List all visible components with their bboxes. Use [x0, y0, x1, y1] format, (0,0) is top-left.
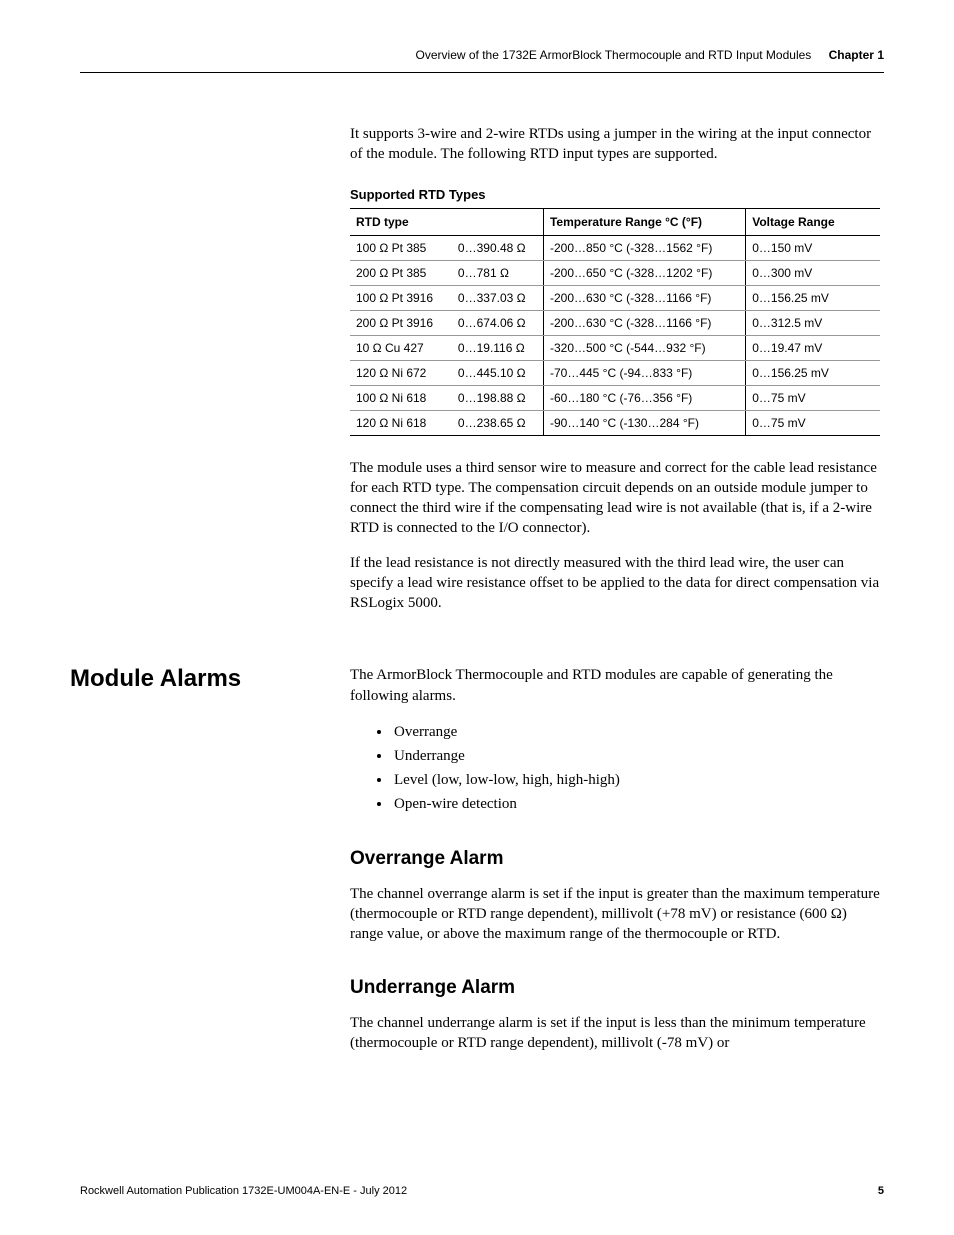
- table-row: 200 Ω Pt 3850…781 Ω-200…650 °C (-328…120…: [350, 260, 880, 285]
- running-title: Overview of the 1732E ArmorBlock Thermoc…: [416, 48, 812, 62]
- subheading-underrange: Underrange Alarm: [350, 977, 880, 999]
- cell-ohms: 0…337.03 Ω: [452, 285, 544, 310]
- cell-temp: -60…180 °C (-76…356 °F): [543, 385, 745, 410]
- col-header-temp: Temperature Range °C (°F): [543, 208, 745, 235]
- cell-rtd-type: 200 Ω Pt 3916: [350, 310, 452, 335]
- table-row: 100 Ω Ni 6180…198.88 Ω-60…180 °C (-76…35…: [350, 385, 880, 410]
- table-title: Supported RTD Types: [350, 187, 880, 202]
- cell-temp: -200…630 °C (-328…1166 °F): [543, 285, 745, 310]
- table-header-row: RTD type Temperature Range °C (°F) Volta…: [350, 208, 880, 235]
- section-heading: Module Alarms: [70, 665, 350, 694]
- cell-volt: 0…75 mV: [746, 385, 880, 410]
- cell-rtd-type: 200 Ω Pt 385: [350, 260, 452, 285]
- cell-ohms: 0…445.10 Ω: [452, 360, 544, 385]
- table-row: 120 Ω Ni 6180…238.65 Ω-90…140 °C (-130…2…: [350, 410, 880, 435]
- module-alarms-section: Module Alarms The ArmorBlock Thermocoupl…: [70, 665, 884, 1067]
- cell-temp: -90…140 °C (-130…284 °F): [543, 410, 745, 435]
- list-item: Open-wire detection: [392, 792, 880, 816]
- cell-ohms: 0…238.65 Ω: [452, 410, 544, 435]
- header-rule: [80, 72, 884, 73]
- cell-ohms: 0…19.116 Ω: [452, 335, 544, 360]
- page: Overview of the 1732E ArmorBlock Thermoc…: [0, 0, 954, 1235]
- table-row: 100 Ω Pt 39160…337.03 Ω-200…630 °C (-328…: [350, 285, 880, 310]
- cell-rtd-type: 100 Ω Pt 385: [350, 235, 452, 260]
- list-item: Overrange: [392, 720, 880, 744]
- table-row: 120 Ω Ni 6720…445.10 Ω-70…445 °C (-94…83…: [350, 360, 880, 385]
- cell-temp: -70…445 °C (-94…833 °F): [543, 360, 745, 385]
- intro-paragraph: It supports 3-wire and 2-wire RTDs using…: [350, 124, 880, 165]
- list-item: Underrange: [392, 744, 880, 768]
- cell-rtd-type: 100 Ω Pt 3916: [350, 285, 452, 310]
- cell-volt: 0…75 mV: [746, 410, 880, 435]
- list-item: Level (low, low-low, high, high-high): [392, 768, 880, 792]
- post-table-paragraph-1: The module uses a third sensor wire to m…: [350, 458, 880, 539]
- underrange-body: The channel underrange alarm is set if t…: [350, 1013, 880, 1054]
- cell-volt: 0…156.25 mV: [746, 285, 880, 310]
- alarm-bullet-list: OverrangeUnderrangeLevel (low, low-low, …: [350, 720, 880, 816]
- content-column: It supports 3-wire and 2-wire RTDs using…: [350, 124, 880, 613]
- cell-volt: 0…300 mV: [746, 260, 880, 285]
- cell-temp: -200…850 °C (-328…1562 °F): [543, 235, 745, 260]
- page-number: 5: [878, 1185, 884, 1197]
- col-header-volt: Voltage Range: [746, 208, 880, 235]
- running-header: Overview of the 1732E ArmorBlock Thermoc…: [416, 48, 884, 62]
- page-footer: Rockwell Automation Publication 1732E-UM…: [80, 1185, 884, 1197]
- subheading-overrange: Overrange Alarm: [350, 848, 880, 870]
- publication-id: Rockwell Automation Publication 1732E-UM…: [80, 1185, 407, 1197]
- chapter-label: Chapter 1: [829, 48, 884, 62]
- cell-rtd-type: 10 Ω Cu 427: [350, 335, 452, 360]
- cell-ohms: 0…674.06 Ω: [452, 310, 544, 335]
- post-table-paragraph-2: If the lead resistance is not directly m…: [350, 553, 880, 614]
- cell-volt: 0…312.5 mV: [746, 310, 880, 335]
- cell-rtd-type: 120 Ω Ni 618: [350, 410, 452, 435]
- cell-volt: 0…156.25 mV: [746, 360, 880, 385]
- cell-ohms: 0…781 Ω: [452, 260, 544, 285]
- cell-temp: -200…630 °C (-328…1166 °F): [543, 310, 745, 335]
- table-row: 100 Ω Pt 3850…390.48 Ω-200…850 °C (-328……: [350, 235, 880, 260]
- table-row: 10 Ω Cu 4270…19.116 Ω-320…500 °C (-544…9…: [350, 335, 880, 360]
- cell-rtd-type: 100 Ω Ni 618: [350, 385, 452, 410]
- cell-ohms: 0…390.48 Ω: [452, 235, 544, 260]
- cell-volt: 0…150 mV: [746, 235, 880, 260]
- section-intro: The ArmorBlock Thermocouple and RTD modu…: [350, 665, 880, 706]
- cell-rtd-type: 120 Ω Ni 672: [350, 360, 452, 385]
- cell-ohms: 0…198.88 Ω: [452, 385, 544, 410]
- cell-temp: -200…650 °C (-328…1202 °F): [543, 260, 745, 285]
- rtd-types-table: RTD type Temperature Range °C (°F) Volta…: [350, 208, 880, 436]
- section-body: The ArmorBlock Thermocouple and RTD modu…: [350, 665, 880, 1067]
- table-row: 200 Ω Pt 39160…674.06 Ω-200…630 °C (-328…: [350, 310, 880, 335]
- cell-temp: -320…500 °C (-544…932 °F): [543, 335, 745, 360]
- col-header-rtd-type: RTD type: [350, 208, 543, 235]
- cell-volt: 0…19.47 mV: [746, 335, 880, 360]
- overrange-body: The channel overrange alarm is set if th…: [350, 884, 880, 945]
